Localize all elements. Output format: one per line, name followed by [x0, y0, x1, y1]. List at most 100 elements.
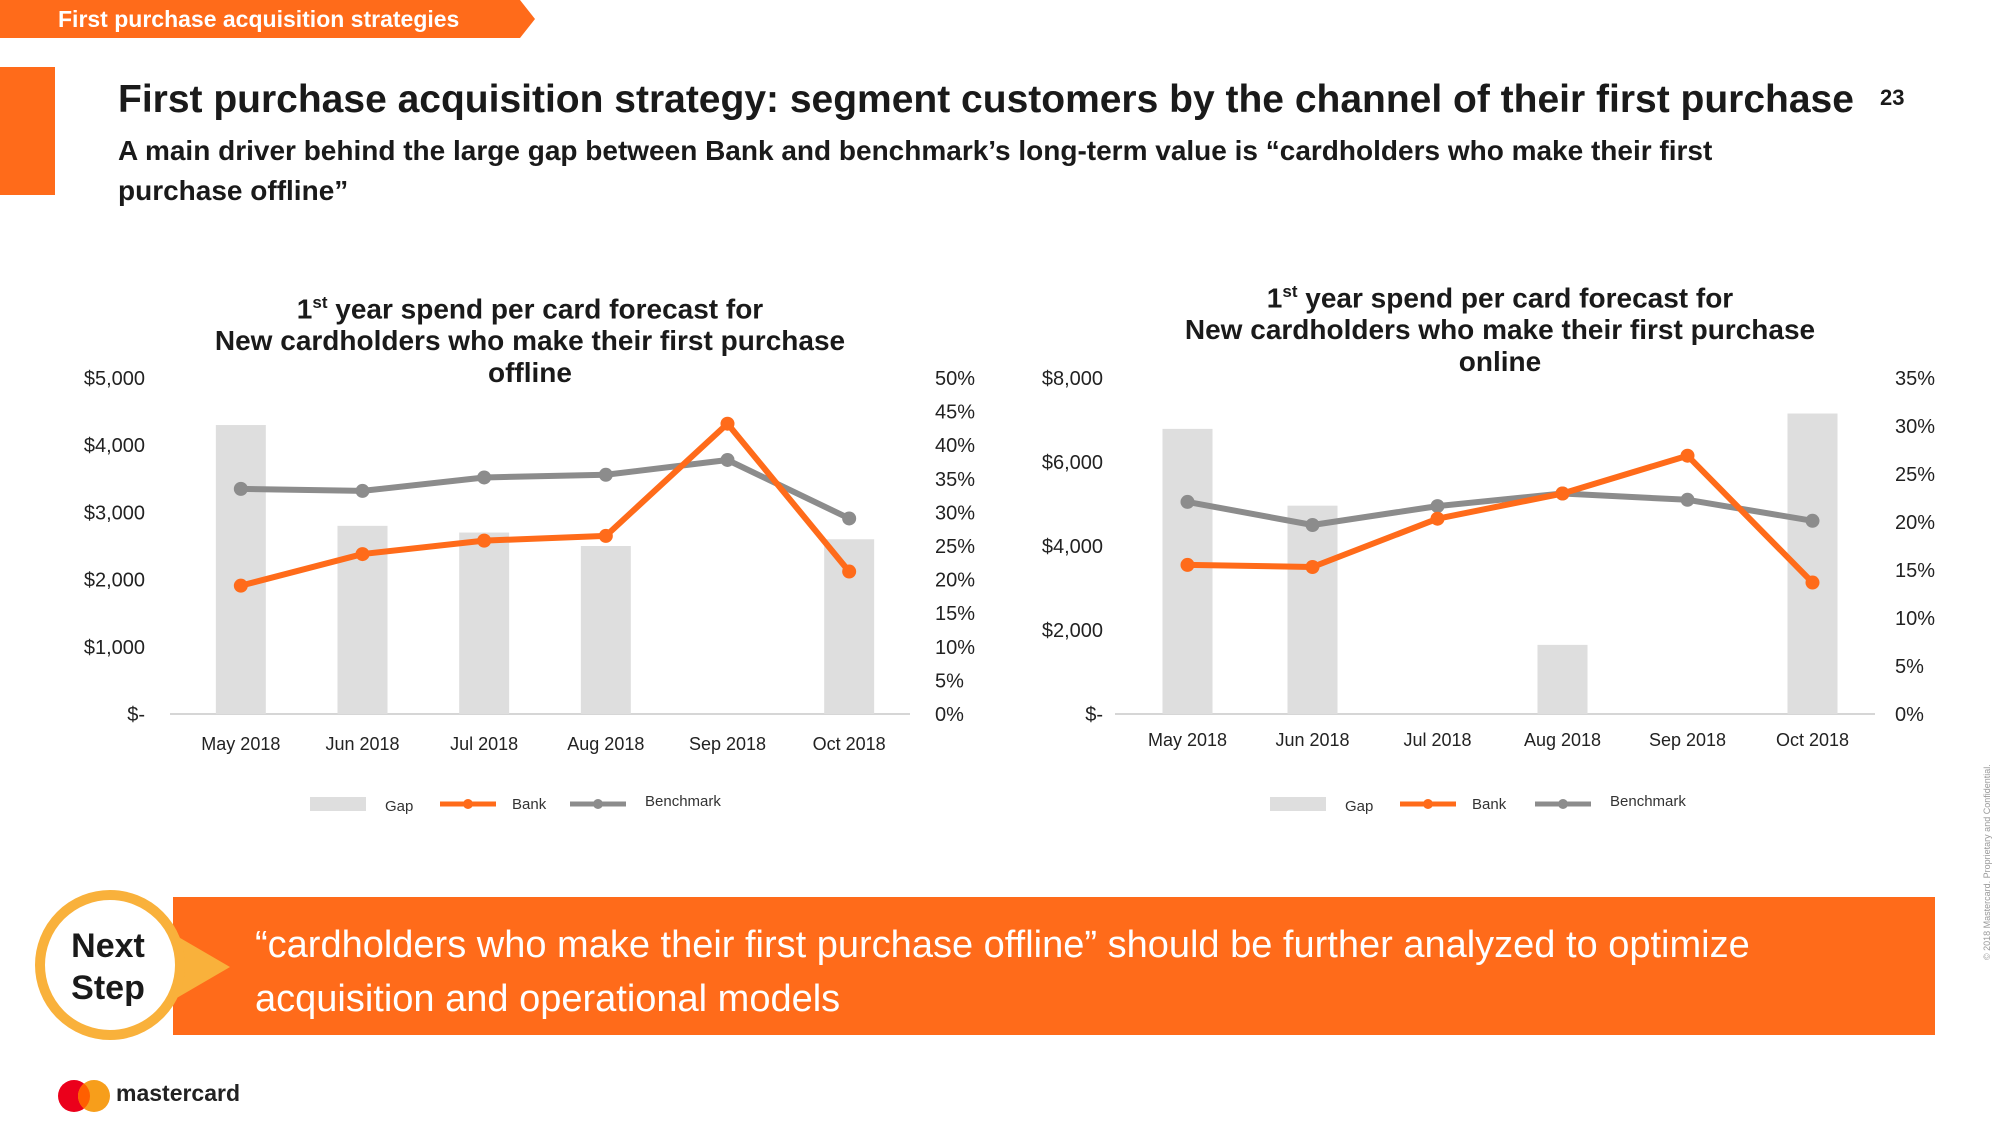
next-step-label-line1: Next [71, 927, 145, 965]
chart-2-y-right-tick: 10% [1895, 608, 1935, 630]
chart-1-x-tick-label: Sep 2018 [689, 734, 766, 754]
chart-2-gap-bar [1287, 505, 1338, 714]
chart-2-benchmark-point [1805, 513, 1820, 528]
chart-1-benchmark-point [477, 470, 492, 485]
chart-1-y-left-tick: $- [127, 704, 145, 726]
chart-2-bank-line [1187, 452, 1815, 585]
copyright-note: © 2018 Mastercard. Proprietary and Confi… [1982, 764, 1992, 960]
chart-2-x-tick-label: Sep 2018 [1649, 730, 1726, 750]
chart-2-x-tick-label: Oct 2018 [1776, 730, 1849, 750]
chart-2-bank-point [1555, 486, 1570, 501]
chart-2-title-line3: online [1458, 346, 1542, 378]
chart-2-title-line2: New cardholders who make their first pur… [1184, 314, 1816, 346]
chart-1-y-left-tick: $1,000 [84, 637, 145, 659]
chart-1-x-tick-label: Aug 2018 [567, 734, 644, 754]
next-step-circle [35, 890, 185, 1040]
chart-2-title-sup: st [1282, 282, 1298, 301]
chart-1-x-tick-label: Jul 2018 [450, 734, 518, 754]
chart-1-y-right-tick: 35% [935, 469, 975, 491]
chart-1-y-right-tick: 25% [935, 536, 975, 558]
chart-1-legend-benchmark-marker [593, 799, 603, 809]
chart-1-benchmark-line [240, 456, 851, 522]
chart-1-benchmark-point [355, 483, 370, 498]
chart-2-y-left-tick: $2,000 [1042, 620, 1103, 642]
chart-2-benchmark-point [1430, 499, 1445, 514]
charts-canvas: $5,000 $4,000 $3,000 $2,000 $1,000 $- 50% 45% 40… [84, 368, 1935, 815]
chart-1-y-right-tick: 0% [935, 704, 964, 726]
chart-2-bank-point [1305, 560, 1320, 574]
chart-1-title-prefix: 1 [296, 293, 313, 325]
chart-2-y-right-tick: 15% [1895, 560, 1935, 582]
chart-1-y-left-tick: $5,000 [84, 368, 145, 390]
chart-2-x-tick-label: May 2018 [1148, 730, 1227, 750]
chart-1-title-line2: New cardholders who make their first pur… [214, 325, 846, 357]
chart-2-y-right-tick: 0% [1895, 704, 1924, 726]
chart-2-y-left-tick: $6,000 [1042, 452, 1103, 474]
chart-2-legend-bank-marker [1423, 799, 1433, 809]
chart-2-bank-point [1680, 448, 1695, 463]
chart-2-benchmark-point [1305, 518, 1320, 532]
chart-1-y-left-tick: $4,000 [84, 435, 145, 457]
chart-1-y-right-tick: 40% [935, 435, 975, 457]
chart-1-benchmark-point [598, 467, 613, 482]
chart-2-title-prefix: 1 [1266, 282, 1283, 314]
chart-1-title: 1st year spend per card forecast for New… [160, 287, 900, 389]
page-number: 23 [1880, 85, 1905, 110]
chart-1-gap-bar [580, 546, 631, 714]
chart-1-legend-gap-label: Gap [385, 798, 413, 815]
chart-1-bank-line [240, 420, 852, 589]
chart-1-benchmark-point [233, 481, 248, 496]
chart-1-bank-point [233, 578, 248, 593]
next-step-label-line2: Step [71, 969, 145, 1007]
chart-2-benchmark-line [1186, 490, 1813, 528]
chart-1-gap-bar [215, 425, 266, 714]
chart-1-legend-benchmark-label: Benchmark [645, 793, 721, 810]
chart-2-legend-bank-label: Bank [1472, 796, 1507, 813]
left-accent-bar [0, 67, 55, 195]
chart-2-title: 1st year spend per card forecast for New… [1130, 276, 1870, 378]
next-step-label: Next Step [58, 925, 158, 1009]
chart-1-y-right-tick: 50% [935, 368, 975, 390]
chart-2-legend-gap-swatch [1270, 797, 1326, 811]
next-step-banner [173, 897, 1935, 1035]
section-tag: First purchase acquisition strategies [0, 0, 535, 38]
chart-2-benchmark-point [1180, 494, 1195, 509]
chart-1-benchmark-point [842, 511, 857, 526]
chart-1-y-right-tick: 15% [935, 603, 975, 625]
chart-1-legend-bank-marker [463, 799, 473, 809]
chart-1-y-right-tick: 20% [935, 570, 975, 592]
chart-1-y-right-tick: 30% [935, 502, 975, 524]
page-title: First purchase acquisition strategy: seg… [118, 78, 1854, 121]
chart-2-bank-point [1180, 557, 1195, 572]
chart-1-x-tick-label: Jun 2018 [325, 734, 399, 754]
chart-2-bank-point [1430, 511, 1445, 526]
chart-2-y-left-tick: $- [1085, 704, 1103, 726]
chart-2-x-tick-label: Jun 2018 [1275, 730, 1349, 750]
chart-1-x-tick-label: May 2018 [201, 734, 280, 754]
chart-1-bank-point [720, 416, 735, 431]
page-subtitle: A main driver behind the large gap betwe… [118, 135, 1713, 206]
next-step-text: “cardholders who make their first purcha… [255, 924, 1750, 1020]
chart-1-title-line3: offline [488, 357, 572, 389]
chart-2-bank-point [1805, 575, 1820, 590]
chart-2-y-left-tick: $4,000 [1042, 536, 1103, 558]
chart-1-bank-point [477, 533, 492, 548]
mastercard-wordmark: mastercard [116, 1080, 241, 1106]
chart-2-y-right-tick: 5% [1895, 656, 1924, 678]
chart-2-legend-benchmark-label: Benchmark [1610, 793, 1686, 810]
chart-1-y-left-tick: $3,000 [84, 502, 145, 524]
chart-1-legend-gap-swatch [310, 797, 366, 811]
chart-2-y-right-tick: 20% [1895, 512, 1935, 534]
chart-1-bank-point [842, 564, 857, 579]
chart-1-gap-bar [459, 532, 510, 714]
chart-1-title-sup: st [312, 293, 328, 312]
chart-2-y-right-tick: 30% [1895, 416, 1935, 438]
chart-2-title-rest: year spend per card forecast for [1297, 282, 1734, 314]
chart-2-gap-bar [1537, 644, 1588, 714]
chart-2-legend-gap-label: Gap [1345, 798, 1373, 815]
chart-2-y-left-tick: $8,000 [1042, 368, 1103, 390]
chart-1-bank-point [598, 528, 613, 543]
chart-1-legend-bank-label: Bank [512, 796, 547, 813]
chart-1-y-left-tick: $2,000 [84, 570, 145, 592]
mastercard-logo-icon [58, 1080, 110, 1112]
